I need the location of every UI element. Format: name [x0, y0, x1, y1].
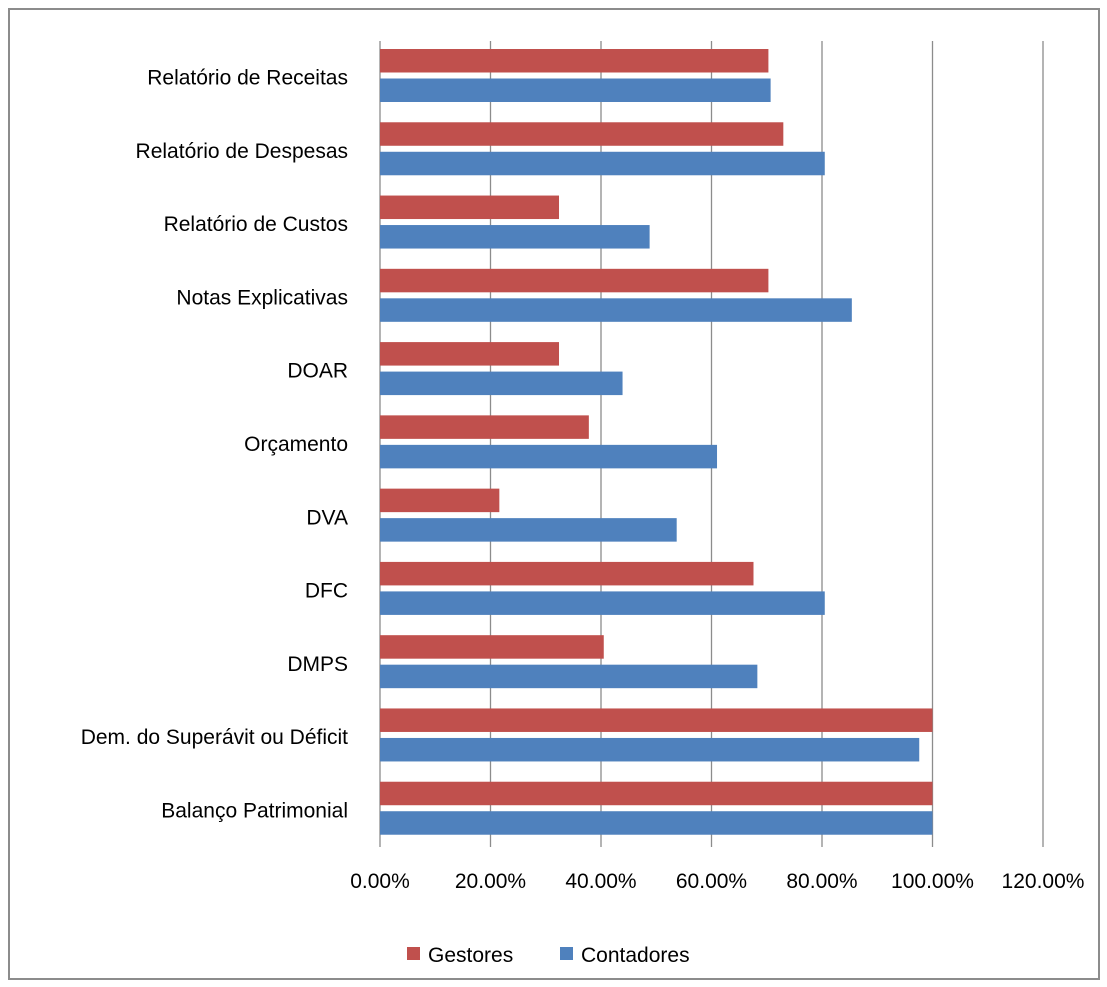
category-label: Notas Explicativas — [176, 286, 348, 309]
bar-contadores — [380, 151, 825, 176]
category-label: Relatório de Receitas — [147, 67, 348, 90]
legend-swatch-contadores — [560, 947, 573, 960]
bar-gestores — [380, 342, 560, 366]
bar-contadores — [380, 298, 852, 322]
category-label: Relatório de Custos — [164, 213, 348, 236]
bar-contadores — [380, 737, 920, 762]
legend-label-contadores: Contadores — [581, 944, 690, 967]
category-label: DOAR — [287, 360, 348, 383]
bar-group — [380, 195, 650, 249]
category-label: DFC — [305, 580, 348, 603]
bar-contadores — [380, 518, 677, 542]
bar-contadores — [380, 444, 718, 469]
category-labels: Relatório de Receitas Relatório de Despes… — [81, 67, 348, 823]
bar-group — [380, 49, 771, 102]
category-label: Orçamento — [244, 433, 348, 456]
x-axis-tick-labels: 0.00% 20.00% 40.00% 60.00% 80.00% 100.00% 120.… — [350, 870, 1084, 893]
x-tick-label: 120.00% — [1002, 870, 1085, 893]
legend-label-gestores: Gestores — [428, 944, 513, 967]
legend-swatch-gestores — [407, 947, 420, 960]
x-tick-label: 80.00% — [786, 870, 857, 893]
bar-contadores — [380, 78, 771, 102]
bar-gestores — [380, 708, 933, 732]
x-tick-label: 60.00% — [676, 870, 747, 893]
x-tick-label: 0.00% — [350, 870, 410, 893]
x-tick-label: 100.00% — [891, 870, 974, 893]
category-label: Relatório de Despesas — [136, 140, 348, 163]
bar-group — [380, 415, 718, 469]
bar-group — [380, 635, 758, 689]
bar-group — [380, 342, 623, 396]
category-label: Balanço Patrimonial — [161, 799, 348, 822]
bar-gestores — [380, 49, 769, 73]
bar-group — [380, 781, 933, 835]
x-tick-label: 40.00% — [565, 870, 636, 893]
category-label: DMPS — [287, 653, 348, 676]
bar-gestores — [380, 635, 604, 659]
bar-gestores — [380, 488, 500, 513]
bar-gestores — [380, 122, 784, 146]
bar-gestores — [380, 195, 560, 220]
bar-contadores — [380, 591, 825, 615]
bar-group — [380, 488, 677, 542]
bar-group — [380, 708, 933, 762]
bar-contadores — [380, 811, 933, 835]
legend: Gestores Contadores — [407, 944, 690, 967]
bar-gestores — [380, 268, 769, 293]
bar-contadores — [380, 225, 650, 249]
category-label: DVA — [306, 506, 348, 529]
x-tick-label: 20.00% — [455, 870, 526, 893]
bar-gestores — [380, 781, 933, 806]
bar-gestores — [380, 561, 754, 586]
bars — [380, 49, 933, 835]
bar-contadores — [380, 664, 758, 689]
bar-group — [380, 122, 825, 176]
bar-group — [380, 268, 852, 322]
bar-contadores — [380, 371, 623, 396]
category-label: Dem. do Superávit ou Déficit — [81, 726, 348, 749]
bar-gestores — [380, 415, 589, 439]
bar-group — [380, 561, 825, 615]
